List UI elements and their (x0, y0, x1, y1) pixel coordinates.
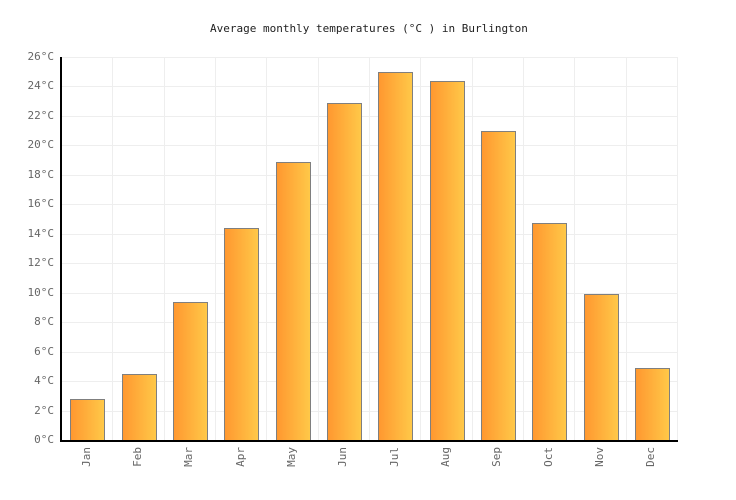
y-axis-tick-label: 18°C (27, 167, 55, 181)
h-gridline (62, 145, 678, 147)
h-gridline (62, 115, 678, 117)
h-gridline (62, 263, 678, 265)
x-axis-label-jun: Jun (336, 447, 350, 467)
h-gridline (62, 381, 678, 383)
chart-title: Average monthly temperatures (°C ) in Bu… (210, 22, 528, 35)
bar-may (275, 161, 311, 440)
y-axis-tick-label: 14°C (27, 226, 55, 240)
y-axis-tick-label: 20°C (27, 138, 55, 152)
bar-oct (532, 223, 568, 440)
v-gridline (523, 57, 524, 440)
x-axis-label-jan: Jan (79, 447, 93, 467)
bar-sep (480, 130, 516, 440)
x-axis-label-dec: Dec (644, 447, 658, 467)
bar-mar (172, 301, 208, 440)
x-axis-label-oct: Oct (541, 447, 555, 467)
x-axis-label-may: May (285, 447, 298, 467)
y-axis-tick-label: 4°C (34, 374, 54, 388)
bar-apr (224, 227, 260, 440)
v-gridline (625, 57, 627, 440)
y-axis-tick-label: 24°C (27, 79, 55, 93)
bar-aug (429, 80, 465, 440)
y-axis-tick-label: 6°C (34, 344, 54, 358)
x-axis-label-feb: Feb (131, 447, 144, 467)
y-axis-tick-label: 16°C (27, 197, 55, 211)
h-gridline (62, 410, 678, 412)
bar-jan (70, 398, 106, 440)
y-axis-tick-label: 26°C (27, 50, 55, 63)
x-axis: Jan Feb Mar Apr May Jun Jul Aug Sep Oct Nov Dec (61, 447, 677, 492)
plot-area (60, 57, 678, 442)
v-gridline (677, 57, 678, 440)
y-axis-tick-label: 0°C (34, 433, 54, 446)
v-gridline (317, 57, 319, 440)
h-gridline (62, 322, 678, 324)
h-gridline (62, 174, 678, 176)
y-axis-tick-label: 2°C (34, 403, 54, 417)
y-axis: 0°C 2°C 4°C 6°C 8°C 10°C 12°C 14°C 16°C 18°C 20°C 2… (0, 50, 57, 446)
y-axis-tick-label: 12°C (27, 256, 55, 270)
h-gridline (62, 351, 678, 353)
x-axis-label-jul: Jul (387, 447, 401, 467)
y-axis-tick-label: 22°C (27, 108, 55, 122)
y-axis-tick-label: 8°C (34, 315, 54, 329)
v-gridline (215, 57, 216, 440)
x-axis-label-nov: Nov (593, 447, 606, 467)
bar-jul (378, 71, 414, 440)
bar-nov (583, 294, 619, 440)
v-gridline (266, 57, 268, 440)
x-axis-label-sep: Sep (490, 447, 504, 467)
v-gridline (574, 57, 576, 440)
bar-jun (326, 102, 362, 440)
h-gridline (62, 86, 678, 88)
x-axis-label-aug: Aug (439, 447, 452, 467)
v-gridline (112, 57, 114, 440)
v-gridline (163, 57, 165, 440)
v-gridline (471, 57, 473, 440)
v-gridline (369, 57, 370, 440)
h-gridline (62, 57, 678, 58)
bar-dec (634, 367, 670, 440)
h-gridline (62, 292, 678, 294)
x-axis-label-mar: Mar (182, 447, 196, 467)
h-gridline (62, 204, 678, 206)
x-axis-label-apr: Apr (233, 447, 247, 467)
h-gridline (62, 233, 678, 235)
v-gridline (420, 57, 422, 440)
bar-feb (121, 373, 157, 440)
y-axis-tick-label: 10°C (27, 285, 55, 299)
